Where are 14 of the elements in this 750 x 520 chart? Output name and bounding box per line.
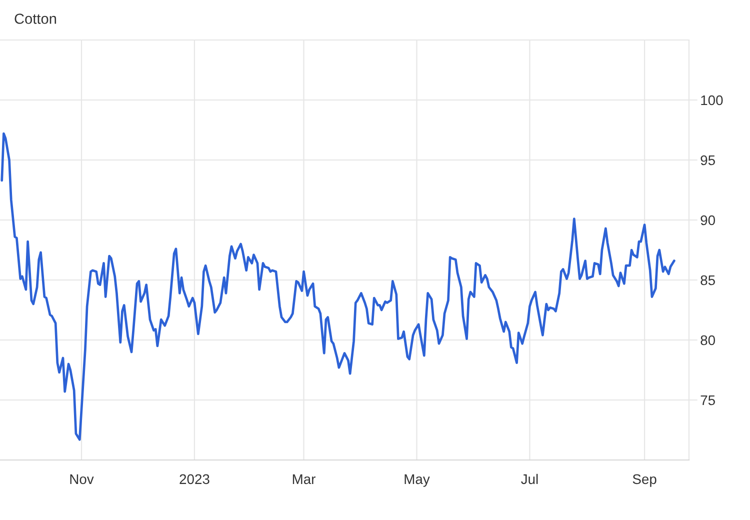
y-tick-label: 95 — [700, 155, 715, 166]
y-tick-label: 90 — [700, 215, 716, 226]
y-tick-label: 100 — [701, 95, 723, 106]
x-tick-label: Jul — [521, 474, 538, 484]
x-tick-label: Mar — [292, 474, 316, 484]
y-tick-label: 75 — [700, 395, 715, 406]
x-tick-label: Sep — [632, 474, 656, 487]
y-tick-label: 80 — [700, 335, 716, 346]
y-tick-label: 85 — [700, 275, 715, 286]
x-tick-label: May — [404, 474, 430, 487]
x-tick-label: Nov — [70, 474, 94, 484]
line-series — [0, 132, 676, 441]
chart-title: Cotton — [14, 14, 56, 24]
x-tick-label: 2023 — [180, 474, 210, 484]
